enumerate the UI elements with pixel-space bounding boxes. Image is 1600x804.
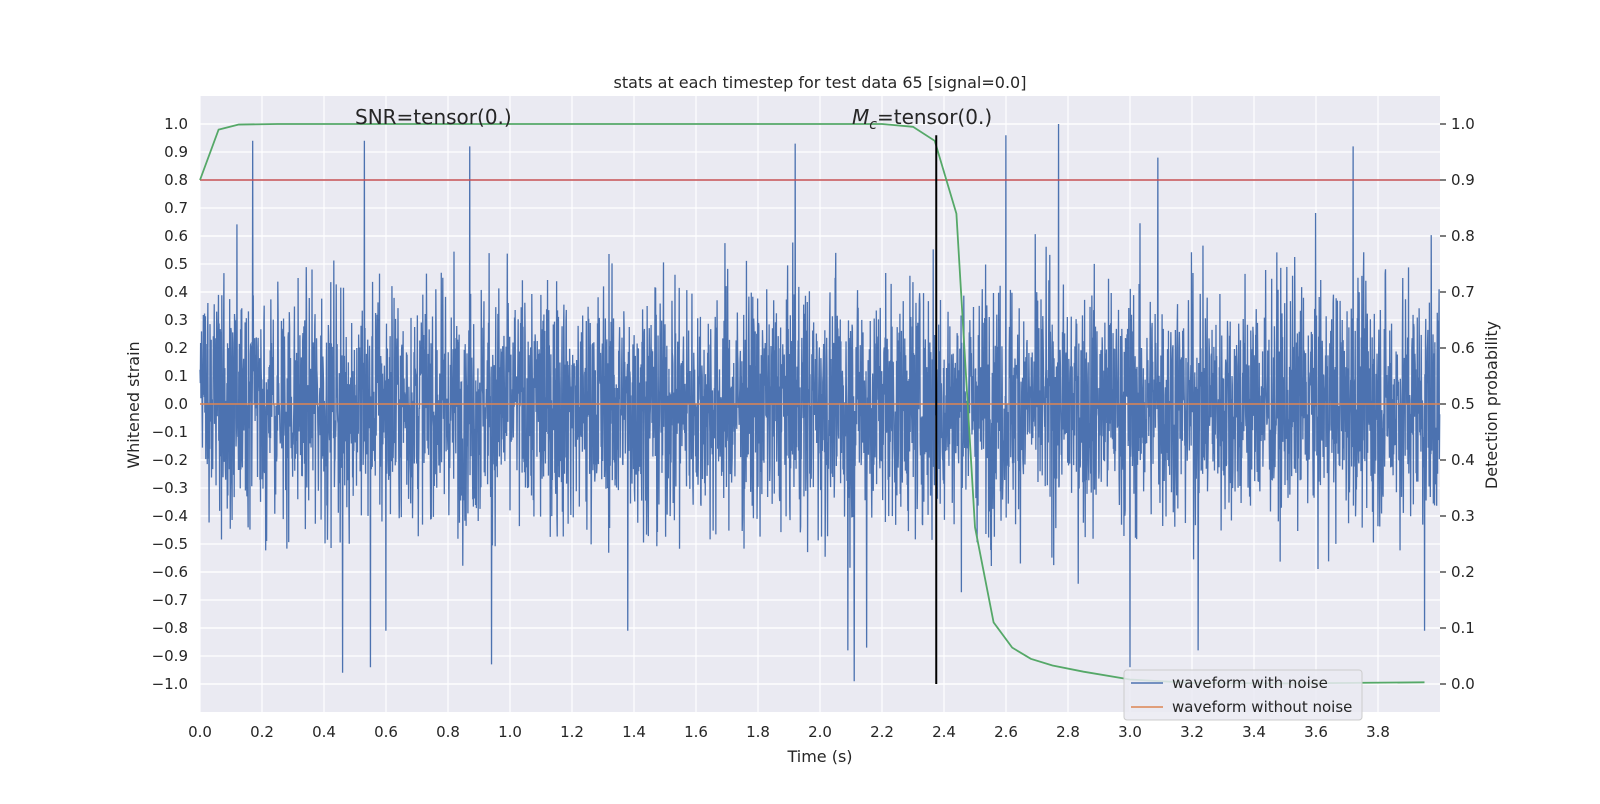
x-tick-label: 0.6: [374, 723, 398, 741]
x-tick-label: 0.8: [436, 723, 460, 741]
x-tick-label: 2.2: [870, 723, 894, 741]
y-right-tick-label: 0.5: [1451, 395, 1475, 413]
y-left-tick-label: −0.1: [152, 423, 188, 441]
x-tick-label: 0.0: [188, 723, 212, 741]
x-tick-label: 1.6: [684, 723, 708, 741]
y-left-tick-label: −0.7: [152, 591, 188, 609]
y-left-tick-label: 0.8: [164, 171, 188, 189]
y-left-tick-label: 0.9: [164, 143, 188, 161]
y-right-tick-label: 1.0: [1451, 115, 1475, 133]
y-left-tick-label: −0.2: [152, 451, 188, 469]
y-right-tick-label: 0.9: [1451, 171, 1475, 189]
x-tick-label: 0.4: [312, 723, 336, 741]
snr-annotation: SNR=tensor(0.): [355, 105, 512, 129]
y-right-tick-label: 0.0: [1451, 675, 1475, 693]
y-left-tick-label: 1.0: [164, 115, 188, 133]
y-axis-left-label: Whitened strain: [124, 341, 143, 468]
y-left-tick-label: 0.2: [164, 339, 188, 357]
y-axis-right-label: Detection probability: [1482, 321, 1501, 489]
mc-value: =tensor(0.): [877, 105, 992, 129]
chart-title: stats at each timestep for test data 65 …: [614, 73, 1027, 92]
y-right-tick-label: 0.6: [1451, 339, 1475, 357]
legend-box: [1123, 669, 1363, 721]
x-tick-label: 0.2: [250, 723, 274, 741]
y-left-tick-label: −0.8: [152, 619, 188, 637]
x-tick-label: 1.2: [560, 723, 584, 741]
noise-waveform-line: [199, 123, 1441, 682]
y-left-tick-label: 0.1: [164, 367, 188, 385]
axis-ticks: 0.0 0.2 0.4 0.6 0.8 1.0 1.2 1.4 1.6 1.8 2.0 2.2 2.4 2…: [152, 115, 1475, 741]
y-left-tick-label: −1.0: [152, 675, 188, 693]
y-left-tick-label: 0.4: [164, 283, 188, 301]
x-tick-label: 3.2: [1180, 723, 1204, 741]
y-left-tick-label: 0.3: [164, 311, 188, 329]
mc-symbol: M: [852, 105, 869, 129]
y-right-tick-label: 0.8: [1451, 227, 1475, 245]
x-tick-label: 3.8: [1366, 723, 1390, 741]
y-right-tick-label: 0.2: [1451, 563, 1475, 581]
y-left-tick-label: −0.9: [152, 647, 188, 665]
y-right-tick-label: 0.7: [1451, 283, 1475, 301]
x-tick-label: 3.0: [1118, 723, 1142, 741]
x-tick-label: 3.6: [1304, 723, 1328, 741]
y-left-tick-label: −0.6: [152, 563, 188, 581]
y-left-tick-label: −0.5: [152, 535, 188, 553]
x-tick-label: 1.4: [622, 723, 646, 741]
mc-subscript: c: [869, 117, 877, 133]
x-tick-label: 2.6: [994, 723, 1018, 741]
x-tick-label: 2.8: [1056, 723, 1080, 741]
y-left-tick-label: 0.6: [164, 227, 188, 245]
y-left-tick-label: −0.3: [152, 479, 188, 497]
y-right-tick-label: 0.4: [1451, 451, 1475, 469]
y-right-tick-label: 0.1: [1451, 619, 1475, 637]
mc-annotation: Mc=tensor(0.): [852, 105, 992, 133]
legend-label-clean: waveform without noise: [1172, 698, 1352, 716]
y-left-tick-label: 0.0: [164, 395, 188, 413]
y-left-tick-label: 0.7: [164, 199, 188, 217]
y-left-tick-label: −0.4: [152, 507, 188, 525]
y-left-tick-label: 0.5: [164, 255, 188, 273]
x-tick-label: 2.4: [932, 723, 956, 741]
noise-waveform-series: [199, 123, 1441, 682]
x-tick-label: 1.8: [746, 723, 770, 741]
x-tick-label: 2.0: [808, 723, 832, 741]
legend-label-noise: waveform with noise: [1172, 674, 1328, 692]
y-right-tick-label: 0.3: [1451, 507, 1475, 525]
x-tick-label: 1.0: [498, 723, 522, 741]
legend: waveform with noise waveform without noi…: [1123, 669, 1363, 721]
x-axis-label: Time (s): [786, 747, 852, 766]
x-tick-label: 3.4: [1242, 723, 1266, 741]
